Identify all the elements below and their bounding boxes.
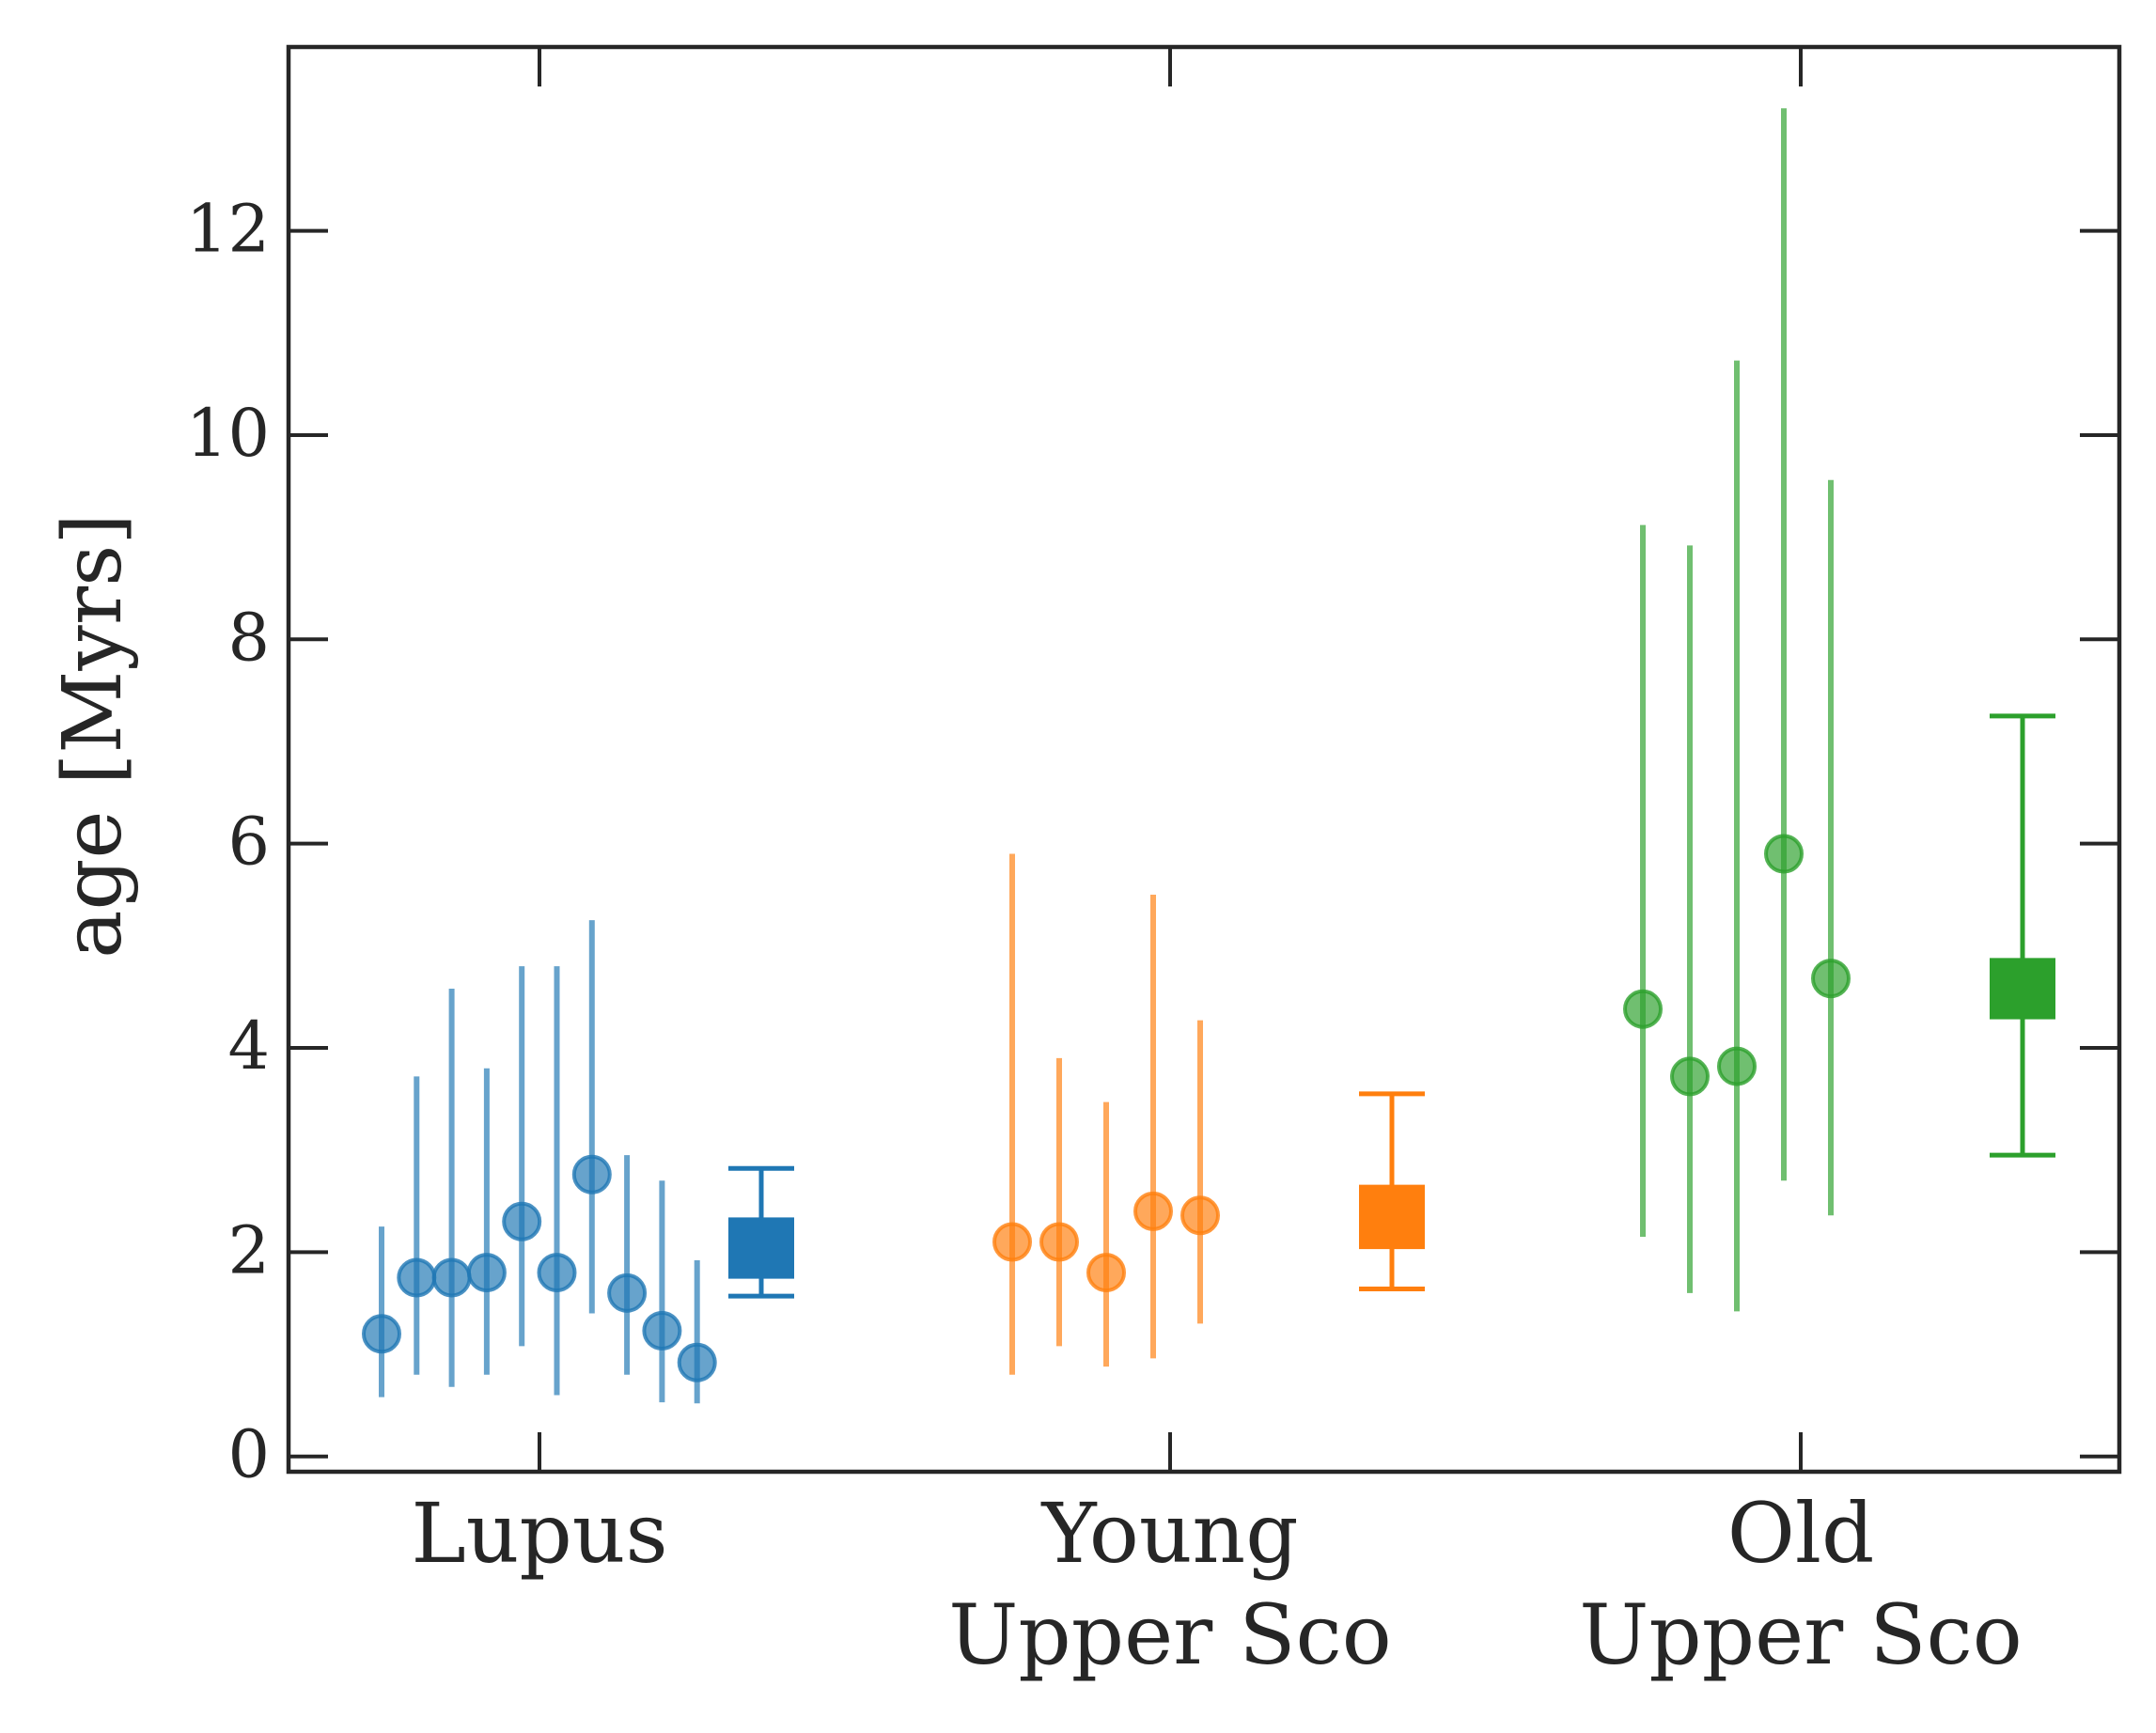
star-point xyxy=(1180,1195,1220,1236)
star-point xyxy=(502,1201,542,1241)
star-point xyxy=(571,1154,612,1194)
star-point xyxy=(1764,834,1804,874)
y-tick-label: 0 xyxy=(227,1416,270,1493)
star-point xyxy=(1133,1191,1173,1231)
data-marks xyxy=(362,108,2055,1404)
star-point xyxy=(607,1272,648,1313)
y-tick-label: 8 xyxy=(227,599,270,676)
mean-marker xyxy=(1990,958,2055,1020)
star-point xyxy=(1086,1253,1126,1293)
star-point xyxy=(466,1253,507,1293)
x-tick-label: Old xyxy=(1727,1485,1875,1582)
y-axis-label: age [Myrs] xyxy=(46,513,140,959)
star-point xyxy=(1039,1222,1079,1262)
plot-frame xyxy=(286,44,2122,1475)
x-tick-label: Young xyxy=(1040,1485,1298,1582)
mean-marker xyxy=(1359,1184,1425,1250)
star-point xyxy=(362,1314,401,1354)
star-point xyxy=(431,1257,472,1298)
star-point xyxy=(397,1257,437,1298)
star-point xyxy=(1811,959,1851,999)
x-tick-label: Upper Sco xyxy=(948,1586,1392,1683)
star-point xyxy=(1717,1046,1757,1086)
x-tick-label: Lupus xyxy=(411,1485,667,1582)
mean-marker xyxy=(728,1217,794,1279)
star-point xyxy=(1670,1056,1710,1097)
star-point xyxy=(992,1222,1032,1262)
star-point xyxy=(642,1311,682,1351)
star-point xyxy=(1623,989,1663,1029)
y-tick-label: 6 xyxy=(227,804,270,881)
y-tick-label: 4 xyxy=(227,1007,270,1085)
star-point xyxy=(537,1253,577,1293)
star-point xyxy=(677,1342,717,1382)
x-tick-label: Upper Sco xyxy=(1579,1586,2023,1683)
y-tick-label: 12 xyxy=(186,191,270,268)
y-tick-label: 2 xyxy=(227,1211,270,1288)
y-tick-label: 10 xyxy=(186,395,270,472)
